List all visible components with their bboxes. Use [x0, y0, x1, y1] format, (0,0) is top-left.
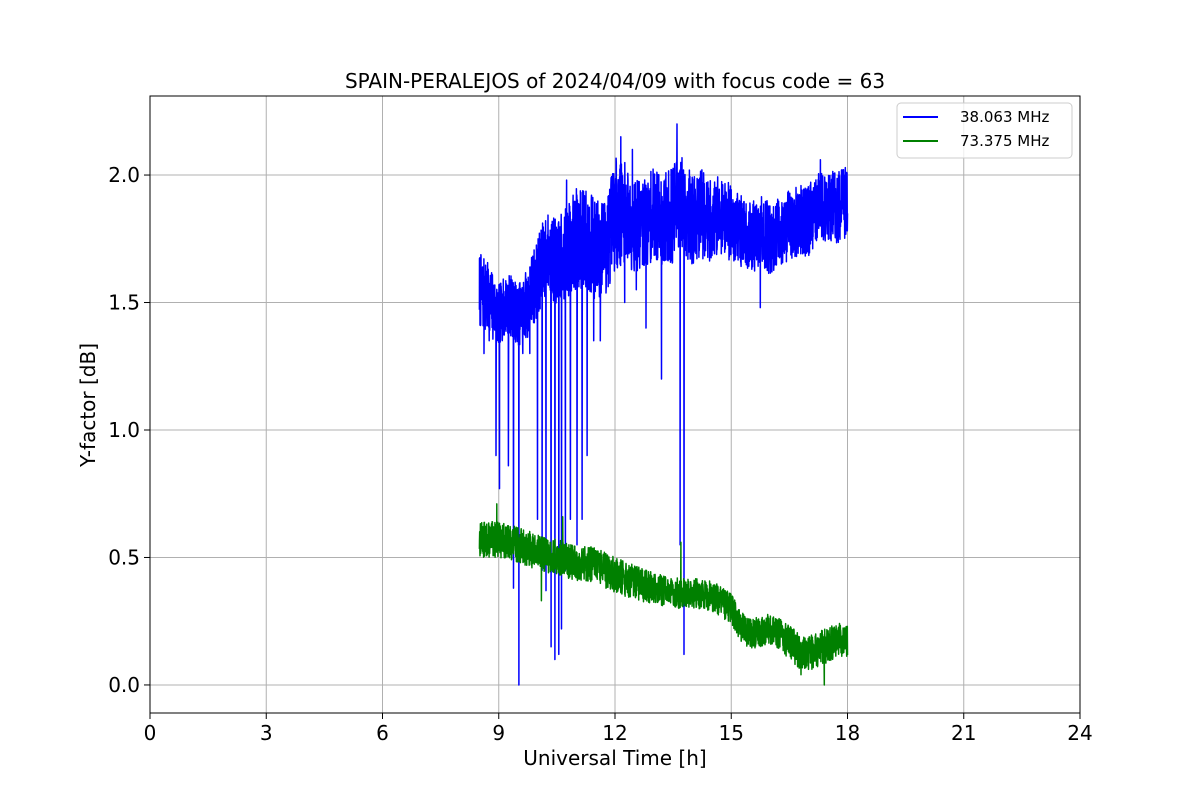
x-tick-label: 12	[602, 721, 627, 745]
x-axis-label: Universal Time [h]	[523, 746, 706, 770]
legend: 38.063 MHz 73.375 MHz	[896, 102, 1073, 159]
y-tick-label: 1.5	[108, 291, 140, 315]
ticks: 0 3 6 9 12 15 18 21 24 0.0 0.5 1.0 1.5 2.0	[108, 163, 1093, 745]
y-axis-label: Y-factor [dB]	[76, 343, 100, 468]
x-tick-label: 6	[376, 721, 389, 745]
x-tick-label: 21	[951, 721, 976, 745]
legend-box	[896, 102, 1073, 159]
x-tick-label: 3	[260, 721, 273, 745]
legend-label-38mhz: 38.063 MHz	[960, 108, 1049, 126]
series-line-1	[478, 503, 849, 686]
legend-label-73mhz: 73.375 MHz	[960, 132, 1049, 150]
x-tick-label: 18	[835, 721, 860, 745]
x-tick-label: 9	[492, 721, 505, 745]
x-tick-label: 24	[1067, 721, 1092, 745]
y-tick-label: 2.0	[108, 163, 140, 187]
x-tick-label: 0	[144, 721, 157, 745]
y-tick-label: 0.5	[108, 545, 140, 569]
chart-title: SPAIN-PERALEJOS of 2024/04/09 with focus…	[345, 69, 885, 93]
x-tick-label: 15	[719, 721, 744, 745]
y-tick-label: 0.0	[108, 673, 140, 697]
series-line-0	[478, 123, 849, 686]
y-tick-label: 1.0	[108, 418, 140, 442]
series-layer	[478, 123, 849, 686]
